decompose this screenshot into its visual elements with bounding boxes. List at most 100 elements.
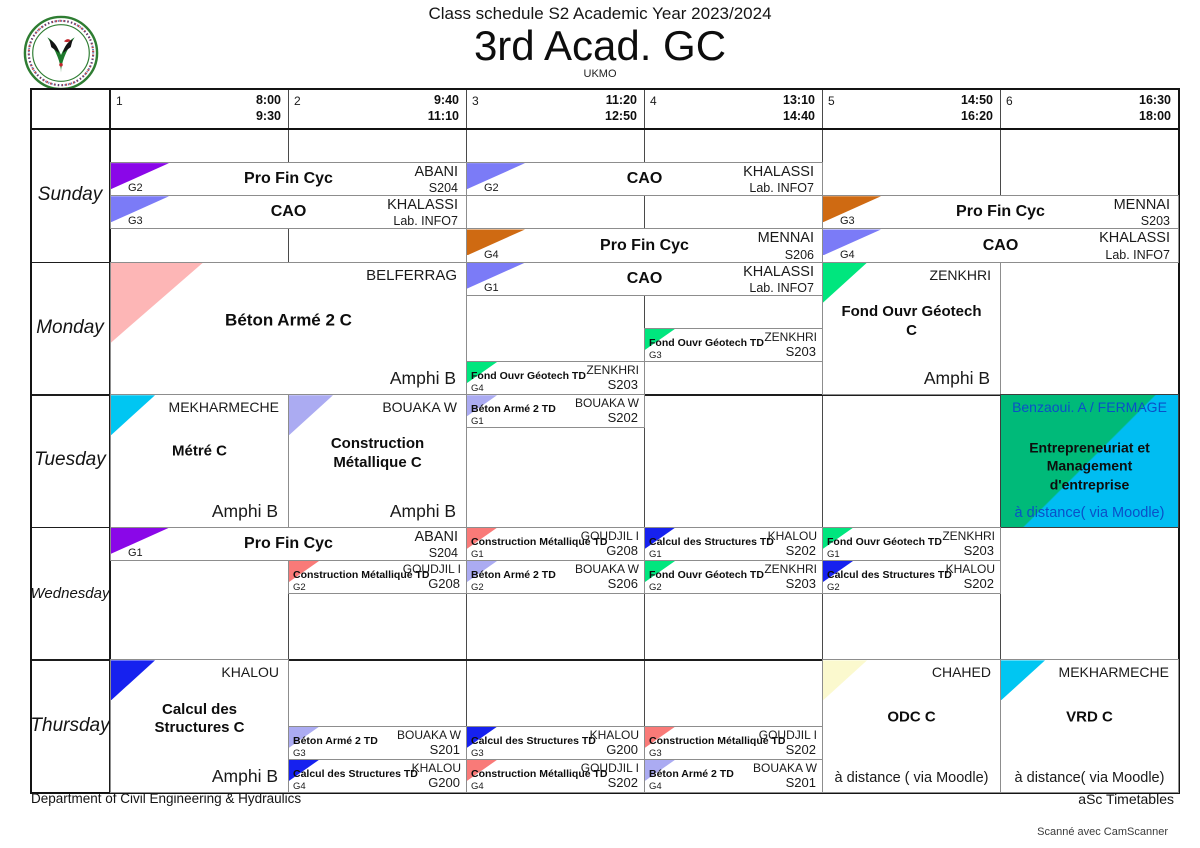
- entry-teacher-room: KHALASSI Lab. INFO7: [743, 164, 814, 196]
- grid-column-line: [643, 90, 645, 792]
- schedule-entry: BOUAKA W Construction Métallique C Amphi B: [288, 394, 467, 528]
- entry-teacher: KHALOU: [945, 561, 995, 576]
- entry-teacher-room: KHALASSI Lab. INFO7: [743, 264, 814, 296]
- entry-teacher: KHALASSI: [1099, 230, 1170, 247]
- entry-group: G4: [484, 248, 499, 261]
- entry-group: G2: [649, 582, 662, 594]
- schedule-entry: CHAHED ODC C à distance ( via Moodle): [822, 659, 1001, 793]
- grid-column-line: [821, 90, 823, 792]
- entry-teacher: GOUDJIL I: [580, 760, 639, 775]
- entry-course: CAO: [982, 236, 1019, 254]
- entry-teacher: KHALOU: [221, 664, 279, 681]
- entry-course: Béton Armé 2 TD: [649, 767, 734, 780]
- entry-room: S202: [785, 741, 816, 757]
- entry-course: CAO: [270, 203, 307, 221]
- entry-course: CAO: [626, 269, 663, 287]
- entry-teacher: BOUAKA W: [574, 396, 639, 411]
- schedule-entry: MEKHARMECHE Métré C Amphi B: [110, 394, 289, 528]
- schedule-entry: ZENKHRI S203 Fond Ouvr Géotech TD G4: [466, 361, 645, 396]
- university-logo: [23, 15, 99, 91]
- schedule-entry: ZENKHRI S203 Fond Ouvr Géotech TD G2: [644, 559, 823, 595]
- entry-course: Béton Armé 2 C: [225, 310, 352, 330]
- entry-teacher: ZENKHRI: [764, 329, 817, 344]
- entry-course: ODC C: [887, 708, 936, 726]
- entry-course: Construction Métallique TD: [471, 535, 608, 548]
- entry-course: Calcul des Structures TD: [471, 734, 596, 747]
- entry-group: G1: [484, 281, 499, 294]
- schedule-entry: KHALOU S202 Calcul des Structures TD G1: [644, 526, 823, 561]
- period-number: 2: [294, 94, 301, 108]
- entry-room: Lab. INFO7: [749, 280, 814, 295]
- day-label: Tuesday: [34, 449, 106, 471]
- entry-room: S204: [428, 545, 458, 560]
- entry-teacher: BELFERRAG: [366, 266, 457, 284]
- entry-room: S202: [963, 576, 994, 592]
- entry-room: G208: [428, 576, 460, 592]
- schedule-entry: G3 CAO KHALASSI Lab. INFO7: [110, 195, 467, 230]
- entry-group: G3: [293, 747, 306, 759]
- schedule-entry: G3 Pro Fin Cyc MENNAI S203: [822, 195, 1179, 230]
- entry-room: S203: [607, 377, 638, 393]
- asc-timetables-label: aSc Timetables: [1078, 791, 1174, 807]
- entry-room: Amphi B: [389, 500, 456, 521]
- group-color-triangle: [823, 660, 867, 701]
- entry-group: G1: [649, 548, 662, 560]
- entry-room: S206: [607, 576, 638, 592]
- entry-group: G4: [293, 780, 306, 792]
- entry-group: G2: [827, 582, 840, 594]
- schedule-entry: G2 Pro Fin Cyc ABANI S204: [110, 162, 467, 197]
- entry-room: G200: [428, 774, 460, 790]
- day-label: Wednesday: [30, 584, 110, 602]
- period-number: 1: [116, 94, 123, 108]
- entry-group: G4: [471, 383, 484, 395]
- entry-group: G1: [128, 546, 143, 559]
- entry-course: Fond Ouvr Géotech TD: [649, 569, 764, 582]
- period-times: 14:50 16:20: [961, 93, 993, 124]
- entry-teacher: KHALASSI: [387, 197, 458, 214]
- entry-course: Fond Ouvr Géotech TD: [827, 535, 942, 548]
- entry-group: G2: [293, 582, 306, 594]
- entry-room: S206: [784, 247, 814, 262]
- entry-group: G2: [484, 182, 499, 195]
- schedule-entry: BOUAKA W S201 Béton Armé 2 TD G4: [644, 758, 823, 793]
- entry-teacher: ZENKHRI: [586, 363, 639, 378]
- schedule-entry: ZENKHRI Fond Ouvr Géotech C Amphi B: [822, 261, 1001, 396]
- schedule-entry: G2 CAO KHALASSI Lab. INFO7: [466, 162, 823, 197]
- entry-group: G1: [827, 548, 840, 560]
- entry-teacher: KHALOU: [411, 760, 461, 775]
- entry-course: Construction Métallique C: [330, 435, 425, 472]
- entry-course: Calcul des Structures TD: [649, 535, 774, 548]
- entry-course: Pro Fin Cyc: [600, 236, 689, 254]
- schedule-entry: GOUDJIL I S202 Construction Métallique TD G…: [644, 725, 823, 760]
- period-times: 8:00 9:30: [255, 93, 281, 124]
- entry-room: S204: [428, 181, 458, 196]
- entry-course: CAO: [626, 170, 663, 188]
- period-number: 6: [1006, 94, 1013, 108]
- schedule-entry: KHALOU G200 Calcul des Structures TD G3: [466, 725, 645, 760]
- day-label: Sunday: [37, 184, 103, 206]
- entry-teacher-room: MENNAI S203: [1114, 197, 1170, 229]
- group-color-triangle: [289, 395, 333, 436]
- period-header: 5 14:50 16:20: [822, 90, 1000, 129]
- entry-room: S201: [785, 774, 816, 790]
- period-header: 2 9:40 11:10: [288, 90, 466, 129]
- entry-teacher: MENNAI: [757, 230, 814, 247]
- department-label: Department of Civil Engineering & Hydrau…: [31, 791, 302, 806]
- period-times: 9:40 11:10: [427, 93, 459, 124]
- entry-course: Construction Métallique TD: [649, 734, 786, 747]
- entry-teacher: MEKHARMECHE: [1058, 664, 1169, 681]
- entry-room: S203: [785, 344, 816, 360]
- entry-teacher-room: KHALASSI Lab. INFO7: [1099, 230, 1170, 262]
- group-color-triangle: [111, 660, 155, 701]
- entry-course: Pro Fin Cyc: [244, 534, 333, 552]
- entry-teacher: KHALASSI: [743, 164, 814, 181]
- period-header: 6 16:30 18:00: [1000, 90, 1178, 129]
- entry-group: G2: [471, 582, 484, 594]
- entry-course: Construction Métallique TD: [293, 569, 430, 582]
- camscanner-credit: Scanné avec CamScanner: [1037, 826, 1168, 838]
- entry-teacher: GOUDJIL I: [758, 727, 817, 742]
- period-times: 16:30 18:00: [1139, 93, 1171, 124]
- period-number: 3: [472, 94, 479, 108]
- entry-teacher: MEKHARMECHE: [168, 399, 279, 416]
- entry-teacher-room: KHALASSI Lab. INFO7: [387, 197, 458, 229]
